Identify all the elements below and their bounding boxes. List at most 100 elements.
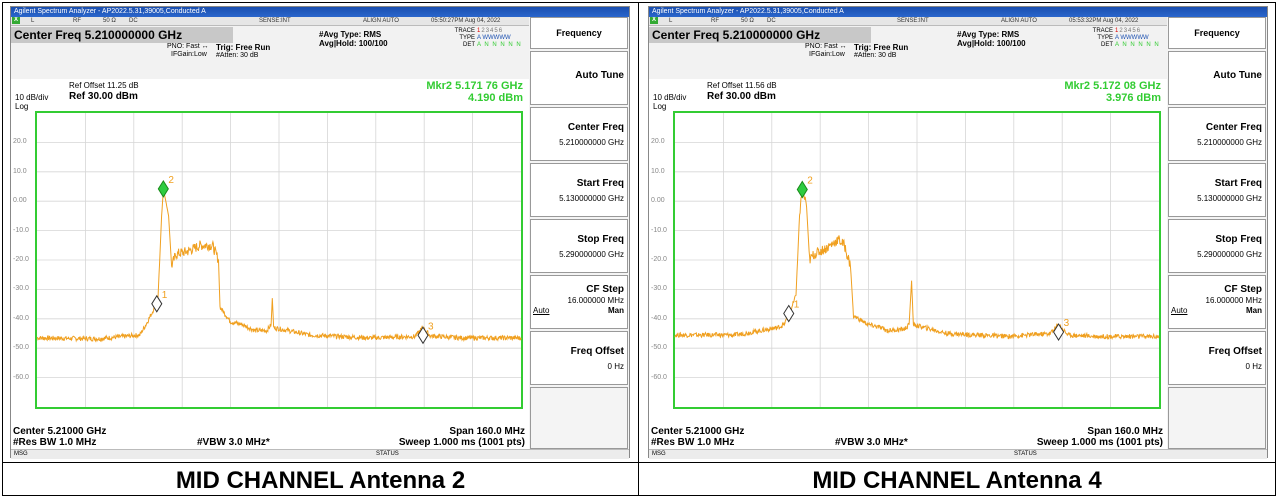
status-strip: X L RF 50 Ω DC SENSE:INT ALIGN AUTO 05:5…	[649, 17, 1167, 26]
marker-2-label: 2	[168, 175, 174, 186]
settings-panel: X L RF 50 Ω DC SENSE:INT ALIGN AUTO 05:5…	[11, 17, 529, 79]
span-label: Span 160.0 MHz	[449, 426, 525, 437]
det-value: A N N N N N	[477, 42, 522, 48]
cf-step-key[interactable]: CF Step 16.000000 MHz Auto Man	[530, 275, 628, 329]
trace-number: 6	[1136, 28, 1142, 34]
det-label: DET	[1101, 42, 1113, 48]
center-freq-key[interactable]: Center Freq 5.210000000 GHz	[1168, 107, 1266, 161]
center-label: Center 5.21000 GHz	[13, 426, 107, 437]
strip-sense: SENSE:INT	[897, 18, 929, 24]
auto-tune-key[interactable]: Auto Tune	[530, 51, 628, 105]
freq-offset-key-value: 0 Hz	[607, 362, 624, 371]
y-tick-label: 10.0	[13, 167, 27, 175]
strip-rf: RF	[73, 18, 81, 24]
trace-number: 1	[477, 28, 482, 34]
stop-freq-key-value: 5.290000000 GHz	[1197, 250, 1262, 259]
y-tick-label: -30.0	[651, 285, 667, 293]
ref-level: Ref 30.00 dBm	[707, 91, 776, 102]
auto-tune-label: Auto Tune	[575, 70, 624, 81]
cf-step-man[interactable]: Man	[1246, 306, 1262, 315]
trace-label: TRACE	[1092, 28, 1113, 34]
y-tick-label: 20.0	[13, 138, 27, 146]
softkey-blank	[530, 387, 628, 449]
status-label: STATUS	[376, 451, 399, 457]
cf-step-key[interactable]: CF Step 16.000000 MHz Auto Man	[1168, 275, 1266, 329]
center-freq-key[interactable]: Center Freq 5.210000000 GHz	[530, 107, 628, 161]
ref-offset: Ref Offset 11.56 dB	[707, 81, 777, 90]
center-freq-key-value: 5.210000000 GHz	[559, 138, 624, 147]
cf-step-auto[interactable]: Auto	[533, 306, 550, 315]
menu-title: Frequency	[1168, 17, 1266, 49]
start-freq-key[interactable]: Start Freq 5.130000000 GHz	[1168, 163, 1266, 217]
center-freq-readout[interactable]: Center Freq 5.210000000 GHz	[649, 27, 871, 43]
vbw-label: #VBW 3.0 MHz*	[197, 437, 270, 448]
y-tick-label: -60.0	[13, 373, 29, 381]
ref-level: Ref 30.00 dBm	[69, 91, 138, 102]
marker-3-label: 3	[1064, 318, 1070, 329]
ref-offset: Ref Offset 11.25 dB	[69, 81, 139, 90]
stop-freq-key[interactable]: Stop Freq 5.290000000 GHz	[1168, 219, 1266, 273]
stop-freq-key-label: Stop Freq	[1215, 234, 1262, 245]
trace-number: 2	[481, 28, 486, 34]
center-freq-readout[interactable]: Center Freq 5.210000000 GHz	[11, 27, 233, 43]
avg-type-label: #Avg Type: RMS	[957, 30, 1020, 39]
strip-dc: DC	[129, 18, 138, 24]
ifgain-label: IFGain:Low	[809, 51, 845, 58]
rbw-label: #Res BW 1.0 MHz	[651, 437, 735, 448]
center-freq-key-label: Center Freq	[567, 122, 624, 133]
auto-tune-key[interactable]: Auto Tune	[1168, 51, 1266, 105]
y-tick-label: 0.00	[651, 197, 665, 205]
strip-ohm: 50 Ω	[741, 18, 754, 24]
ifgain-label: IFGain:Low	[171, 51, 207, 58]
y-tick-label: -50.0	[13, 344, 29, 352]
spectrum-plot: 1 2 3	[36, 113, 522, 407]
menu-title: Frequency	[530, 17, 628, 49]
y-tick-label: -60.0	[651, 373, 667, 381]
stop-freq-key[interactable]: Stop Freq 5.290000000 GHz	[530, 219, 628, 273]
start-freq-key-value: 5.130000000 GHz	[559, 194, 624, 203]
det-label: DET	[463, 42, 475, 48]
log-label: Log	[653, 102, 667, 111]
strip-align: ALIGN AUTO	[363, 18, 399, 24]
strip-sense: SENSE:INT	[259, 18, 291, 24]
trace-table: TRACE 123456 TYPE A WWWWW DET A N N N N N	[1087, 28, 1165, 49]
trace-number: 5	[494, 28, 499, 34]
analyzer-screen-antenna-2: Agilent Spectrum Analyzer - AP2022.5.31,…	[10, 6, 630, 459]
freq-offset-key[interactable]: Freq Offset 0 Hz	[530, 331, 628, 385]
msg-label: MSG	[14, 451, 28, 457]
window-title: Agilent Spectrum Analyzer - AP2022.5.31,…	[649, 7, 1267, 17]
avg-hold-label: Avg|Hold: 100/100	[957, 39, 1026, 48]
freq-offset-key[interactable]: Freq Offset 0 Hz	[1168, 331, 1266, 385]
pno-label: PNO: Fast ↔	[805, 43, 847, 50]
db-per-div: 10 dB/div	[15, 93, 49, 102]
trace-number: 3	[1123, 28, 1129, 34]
column-divider	[638, 2, 639, 496]
y-tick-label: -40.0	[651, 314, 667, 322]
center-freq-key-label: Center Freq	[1205, 122, 1262, 133]
caption-divider	[2, 462, 1276, 463]
trace-number: 4	[1128, 28, 1133, 34]
marker-1-icon	[783, 304, 795, 323]
menu-title-text: Frequency	[556, 28, 602, 38]
y-tick-label: -10.0	[651, 226, 667, 234]
cf-step-key-label: CF Step	[586, 284, 624, 295]
det-value: A N N N N N	[1115, 42, 1160, 48]
trace-label: TRACE	[454, 28, 475, 34]
trace-numbers: 123456	[1115, 28, 1141, 34]
pno-text: PNO: Fast	[167, 43, 200, 50]
start-freq-key[interactable]: Start Freq 5.130000000 GHz	[530, 163, 628, 217]
y-tick-label: -40.0	[13, 314, 29, 322]
strip-l: L	[31, 18, 35, 24]
freq-offset-key-label: Freq Offset	[570, 346, 624, 357]
pno-label: PNO: Fast ↔	[167, 43, 209, 50]
strip-dc: DC	[767, 18, 776, 24]
trace-table: TRACE 123456 TYPE A WWWWW DET A N N N N N	[449, 28, 527, 49]
graticule[interactable]: 1 2 3	[35, 111, 523, 409]
strip-rf: RF	[711, 18, 719, 24]
cf-step-man[interactable]: Man	[608, 306, 624, 315]
marker-readout: Mkr2 5.172 08 GHz 3.976 dBm	[1064, 80, 1161, 104]
graticule[interactable]: 1 2 3	[673, 111, 1161, 409]
cf-step-auto[interactable]: Auto	[1171, 306, 1188, 315]
spectrum-trace	[36, 188, 522, 343]
y-tick-label: 10.0	[651, 167, 665, 175]
